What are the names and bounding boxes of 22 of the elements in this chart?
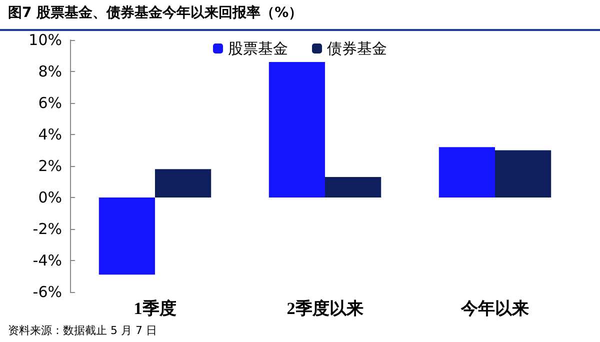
bar — [268, 62, 325, 198]
text: 资料来源：数据截止 5 月 7 日 — [8, 324, 157, 337]
y-tick-label: -4% — [32, 252, 62, 270]
bar — [155, 169, 212, 198]
legend-label: 股票基金 — [228, 40, 288, 58]
chart-title: 图7 股票基金、债券基金今年以来回报率（%） — [8, 4, 303, 21]
x-tick-label: 今年以来 — [460, 299, 529, 318]
x-tick-label: 2季度以来 — [286, 299, 364, 318]
bar — [438, 147, 495, 198]
bar — [495, 150, 552, 198]
y-tick-label: -6% — [32, 283, 62, 301]
y-tick-label: -2% — [32, 220, 62, 238]
x-tick-label: 1季度 — [134, 299, 176, 318]
y-tick-label: 6% — [38, 94, 62, 112]
y-tick-label: 10% — [28, 31, 62, 49]
y-tick-label: 0% — [38, 188, 62, 206]
bar — [325, 177, 382, 198]
y-tick-label: 8% — [38, 62, 62, 80]
bar — [98, 198, 155, 275]
y-tick-label: 4% — [38, 126, 62, 144]
y-tick-label: 2% — [38, 157, 62, 175]
legend-label: 债券基金 — [327, 40, 387, 58]
